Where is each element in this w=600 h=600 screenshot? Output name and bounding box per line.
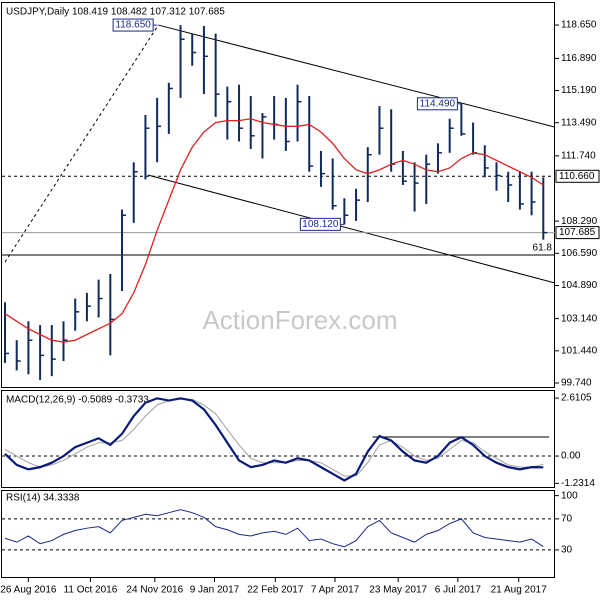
y-tick-label: 115.190 <box>561 85 597 96</box>
level-box <box>555 169 600 183</box>
x-tick-label: 7 Apr 2017 <box>311 585 360 596</box>
level-label: 107.685 <box>559 227 596 238</box>
watermark: ActionForex.com <box>202 305 397 335</box>
annotation-label: 118.650 <box>115 20 151 31</box>
y-tick-label: 111.740 <box>561 150 596 161</box>
y-tick-label: 103.140 <box>561 313 598 324</box>
y-tick-label: 0.00 <box>561 451 581 462</box>
y-tick-label: 118.650 <box>561 20 597 31</box>
x-tick-label: 6 Jul 2017 <box>435 585 482 596</box>
y-tick-label: 101.440 <box>561 345 598 356</box>
y-tick-label: 100 <box>561 490 578 501</box>
y-tick-label: 113.490 <box>561 117 597 128</box>
x-tick-label: 11 Oct 2016 <box>64 585 118 596</box>
x-tick-label: 24 Nov 2016 <box>126 585 183 596</box>
y-tick-label: 30 <box>561 545 573 556</box>
x-tick-label: 26 Aug 2016 <box>0 585 57 596</box>
indicator-line <box>4 398 544 477</box>
x-tick-label: 23 May 2017 <box>369 585 427 596</box>
y-tick-label: 116.890 <box>561 53 597 64</box>
price-panel <box>1 2 555 388</box>
annotation-label: 114.490 <box>420 98 456 109</box>
annotation-label: 108.120 <box>302 219 339 230</box>
y-tick-label: 104.890 <box>561 280 598 291</box>
y-tick-label: -1.2314 <box>561 478 595 489</box>
x-tick-label: 21 Aug 2017 <box>491 585 548 596</box>
x-tick-label: 9 Jan 2017 <box>190 585 240 596</box>
moving-average <box>4 118 544 343</box>
y-tick-label: 106.590 <box>561 248 598 259</box>
x-tick-label: 22 Feb 2017 <box>247 585 304 596</box>
trendline <box>147 174 556 284</box>
y-tick-label: 2.6105 <box>561 393 592 404</box>
macd-panel <box>1 390 555 488</box>
level-box <box>555 226 600 240</box>
indicator-line <box>4 509 544 548</box>
trendline <box>4 24 159 263</box>
rsi-panel <box>1 490 555 578</box>
panel-title: MACD(12,26,9) -0.5089 -0.3733 <box>6 395 149 406</box>
trendline <box>158 24 556 128</box>
indicator-line <box>4 397 544 482</box>
level-label: 110.660 <box>559 171 595 182</box>
y-tick-label: 108.290 <box>561 216 598 227</box>
panel-title: USDJPY,Daily 108.419 108.482 107.312 107… <box>6 7 225 18</box>
y-tick-label: 70 <box>561 514 573 525</box>
y-tick-label: 99.740 <box>561 378 592 389</box>
fib-label: 61.8 <box>533 243 553 254</box>
panel-title: RSI(14) 34.3338 <box>6 493 80 504</box>
